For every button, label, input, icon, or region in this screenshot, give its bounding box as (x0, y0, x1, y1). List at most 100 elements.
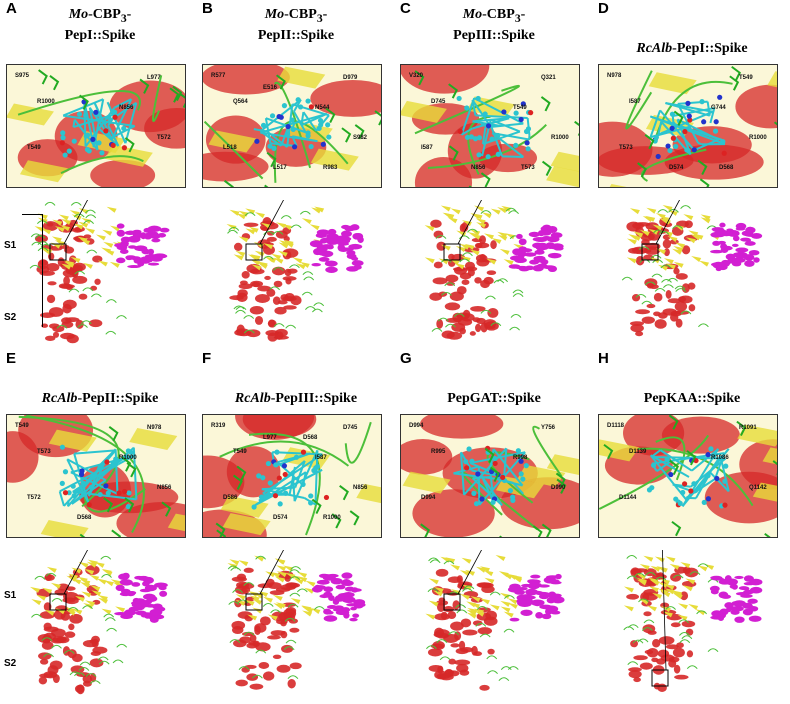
residue-label: R983 (323, 165, 338, 171)
residue-label: D745 (343, 425, 358, 431)
residue-label: D1139 (629, 449, 647, 455)
domain-label-s1-top: S1 (4, 240, 17, 251)
residue-label: N978 (147, 425, 162, 431)
panel-e: E RcAlb-PepII::Spike T549 N978 T573 R1000 T572… (0, 350, 190, 695)
panel-c: C Mo-CBP3- PepIII::Spike V320 Q321 D745 T549 I5… (394, 0, 584, 340)
title-main: -PepII::Spike (77, 391, 159, 406)
title-italic: Mo (264, 7, 285, 22)
residue-label: S982 (353, 135, 368, 141)
residue-label: D994 (421, 495, 436, 501)
panel-title: PepKAA::Spike (602, 390, 782, 407)
binding-site-zoom: T549 N978 T573 R1000 T572 N856 D568 (6, 414, 186, 538)
title-italic: Mo (68, 7, 89, 22)
title-main: -CBP (284, 7, 317, 22)
residue-label: D568 (77, 515, 92, 521)
title-subscript: 3 (514, 11, 521, 25)
panel-letter: A (6, 0, 17, 17)
panel-d: D RcAlb-PepI::Spike N978 T549 I587 G744 T573 R1… (592, 0, 782, 340)
domain-label-s2-bottom: S2 (4, 658, 17, 669)
panel-title: Mo-CBP3- PepII::Spike (206, 6, 386, 44)
spike-overview (0, 550, 190, 700)
residue-label: D574 (273, 515, 288, 521)
residue-label: T549 (27, 145, 41, 151)
residue-label: N856 (471, 165, 486, 171)
residue-label: R319 (211, 423, 226, 429)
residue-label: D568 (719, 165, 734, 171)
residue-label: R1086 (711, 455, 729, 461)
title-main: -CBP (482, 7, 515, 22)
panel-f: F RcAlb-PepIII::Spike R319 D745 T549 I587 D586… (196, 350, 386, 690)
residue-label: G744 (711, 105, 726, 111)
residue-label: T549 (15, 423, 29, 429)
spike-overview (592, 550, 782, 700)
binding-site-zoom: D1118 R1091 D1139 R1086 D1144 Q1142 (598, 414, 778, 538)
title-italic: RcAlb (41, 391, 78, 406)
residue-label: N544 (315, 105, 330, 111)
title-line2: PepII::Spike (257, 27, 335, 43)
panel-title: Mo-CBP3- PepIII::Spike (404, 6, 584, 44)
binding-site-zoom: N978 T549 I587 G744 T573 R1000 D574 D568 (598, 64, 778, 188)
residue-label: T549 (513, 105, 527, 111)
title-main: -CBP (88, 7, 121, 22)
residue-label: D994 (409, 423, 424, 429)
title-tail: - (322, 7, 328, 22)
residue-label: I587 (315, 455, 327, 461)
residue-label: T549 (233, 449, 247, 455)
residue-label: R1000 (551, 135, 569, 141)
residue-label: L977 (147, 75, 161, 81)
title-line2: PepI::Spike (64, 27, 136, 43)
residue-label: L977 (263, 435, 277, 441)
panel-title: RcAlb-PepII::Spike (10, 390, 190, 407)
panel-b: B Mo-CBP3- PepII::Spike R577 D979 Q564 N544 L51… (196, 0, 386, 342)
title-tail: - (520, 7, 526, 22)
residue-label: N856 (353, 485, 368, 491)
residue-label: N856 (119, 105, 134, 111)
panel-letter: H (598, 350, 609, 367)
title-subscript: 3 (120, 11, 127, 25)
title-line2: PepIII::Spike (453, 27, 535, 43)
residue-label: E516 (263, 85, 278, 91)
residue-label: T573 (619, 145, 633, 151)
binding-site-zoom: R577 D979 Q564 N544 L518 S982 L517 R983 E516 (202, 64, 382, 188)
binding-site-zoom: V320 Q321 D745 T549 I587 R1000 N856 T573 (400, 64, 580, 188)
residue-label: R1091 (739, 425, 757, 431)
residue-label: Q321 (541, 75, 556, 81)
residue-label: R1000 (37, 99, 55, 105)
residue-label: I587 (629, 99, 641, 105)
panel-title: RcAlb-PepIII::Spike (206, 390, 386, 407)
panel-title: PepGAT::Spike (404, 390, 584, 407)
title-tail: - (126, 7, 132, 22)
residue-label: D745 (431, 99, 446, 105)
binding-site-zoom: D994 Y756 R995 R998 D994 D990 (400, 414, 580, 538)
spike-overview (196, 200, 386, 350)
spike-overview (394, 550, 584, 700)
residue-label: T549 (739, 75, 753, 81)
residue-label: Q564 (233, 99, 248, 105)
residue-label: S975 (15, 73, 30, 79)
residue-label: R995 (431, 449, 446, 455)
residue-label: D990 (551, 485, 566, 491)
title-main: PepKAA::Spike (643, 391, 741, 406)
residue-label: L517 (273, 165, 287, 171)
panel-letter: G (400, 350, 412, 367)
residue-label: I587 (421, 145, 433, 151)
residue-label: R577 (211, 73, 226, 79)
panel-h: H PepKAA::Spike D1118 R1091 D1139 R1086 D1144 Q… (592, 350, 782, 693)
residue-label: L518 (223, 145, 237, 151)
residue-label: N856 (157, 485, 172, 491)
binding-site-zoom: S975 L977 R1000 N856 T549 T572 (6, 64, 186, 188)
residue-label: N978 (607, 73, 622, 79)
binding-site-zoom: R319 D745 T549 I587 D586 N856 D574 R1000 L977 D56… (202, 414, 382, 538)
spike-overview (592, 200, 782, 350)
domain-bracket-top (22, 214, 43, 327)
title-main: -PepI::Spike (672, 41, 748, 56)
spike-overview (0, 200, 190, 350)
title-italic: RcAlb (636, 41, 673, 56)
panel-letter: E (6, 350, 17, 367)
title-main: -PepIII::Spike (270, 391, 358, 406)
residue-label: Q1142 (749, 485, 767, 491)
panel-title: RcAlb-PepI::Spike (602, 40, 782, 57)
panel-letter: D (598, 0, 609, 17)
residue-label: D1144 (619, 495, 637, 501)
residue-label: R998 (513, 455, 528, 461)
